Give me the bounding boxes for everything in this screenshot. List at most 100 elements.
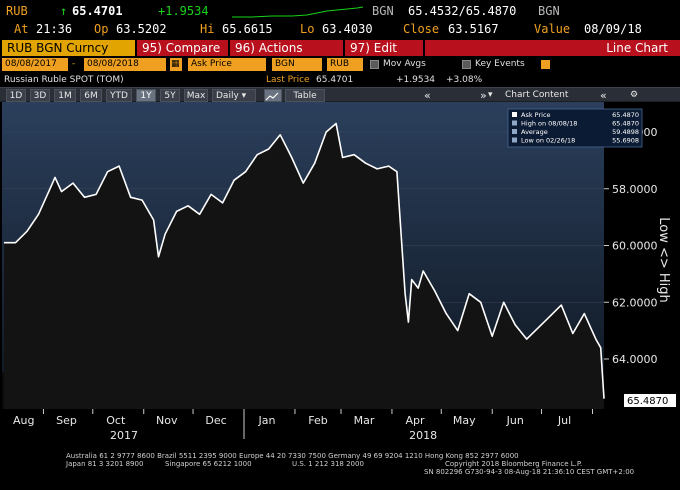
x-month-label: Aug	[13, 414, 34, 427]
calendar-icon[interactable]: ▦	[170, 58, 182, 71]
start-date-field[interactable]: 08/08/2017	[2, 58, 68, 71]
key-events-dropdown-icon[interactable]	[541, 60, 550, 69]
legend-label: Average	[521, 128, 548, 136]
x-month-label: Jan	[258, 414, 276, 427]
period-1y[interactable]: 1Y	[136, 89, 156, 102]
period-ytd[interactable]: YTD	[106, 89, 132, 102]
last-price-label: Last Price	[266, 75, 310, 85]
low-value: 63.4030	[322, 22, 373, 36]
legend-label: Low on 02/26/18	[521, 137, 575, 145]
actions-button[interactable]: 96) Actions	[230, 40, 343, 56]
change-sub: +1.9534	[396, 75, 436, 85]
open-label: Op	[94, 22, 109, 36]
x-month-label: Dec	[205, 414, 226, 427]
settings-row: 08/08/2017 - 08/08/2018 ▦ Ask Price BGN …	[0, 57, 680, 73]
high-value: 65.6615	[222, 22, 273, 36]
period-1m[interactable]: 1M	[54, 89, 76, 102]
x-month-label: Oct	[106, 414, 126, 427]
at-label: At	[14, 22, 29, 36]
security-field[interactable]: RUB BGN Curncy	[2, 40, 135, 56]
value-date: 08/09/18	[584, 22, 642, 36]
currency-select[interactable]: RUB	[327, 58, 363, 71]
settings-gear-icon[interactable]: ⚙	[630, 90, 639, 100]
security-subtitle: Russian Ruble SPOT (TOM) Last Price 65.4…	[0, 73, 680, 87]
footer-phones: Australia 61 2 9777 8600 Brazil 5511 239…	[66, 452, 519, 460]
end-date-field[interactable]: 08/08/2018	[84, 58, 166, 71]
price-line	[4, 122, 605, 399]
footer: Australia 61 2 9777 8600 Brazil 5511 239…	[0, 451, 680, 490]
y-tick-label: 62.0000	[612, 296, 658, 309]
field-select[interactable]: Ask Price	[188, 58, 266, 71]
footer-copyright: Copyright 2018 Bloomberg Finance L.P.	[445, 460, 583, 468]
x-month-label: May	[453, 414, 476, 427]
x-month-label: Apr	[405, 414, 425, 427]
legend-swatch	[512, 137, 517, 143]
legend-value: 65.4870	[612, 120, 639, 128]
open-value: 63.5202	[116, 22, 167, 36]
legend-value: 59.4898	[612, 128, 639, 136]
mov-avgs-label: Mov Avgs	[383, 59, 426, 69]
x-month-label: Jul	[557, 414, 571, 427]
line-chart-icon[interactable]	[264, 89, 282, 102]
legend-label: High on 08/08/18	[521, 120, 577, 128]
close-value: 63.5167	[448, 22, 499, 36]
footer-singapore: Singapore 65 6212 1000	[165, 460, 252, 468]
period-3d[interactable]: 3D	[30, 89, 50, 102]
quote-stats: At 21:36 Op 63.5202 Hi 65.6615 Lo 63.403…	[0, 21, 680, 38]
y-tick-label: 60.0000	[612, 240, 658, 253]
chart-toolbar: 1D 3D 1M 6M YTD 1Y 5Y Max Daily ▾ Table …	[0, 87, 680, 102]
source-select[interactable]: BGN	[272, 58, 322, 71]
at-time: 21:36	[36, 22, 73, 36]
chart-content-label[interactable]: Chart Content	[505, 90, 569, 100]
low-label: Lo	[300, 22, 315, 36]
low-high-axis-label: Low <> High	[656, 217, 671, 303]
x-month-label: Mar	[354, 414, 375, 427]
compare-button[interactable]: 95) Compare	[137, 40, 228, 56]
period-5y[interactable]: 5Y	[160, 89, 180, 102]
table-button[interactable]: Table	[285, 89, 325, 102]
last-value-box	[624, 394, 676, 407]
x-year-label: 2018	[409, 429, 437, 442]
bid-source: BGN	[372, 4, 394, 18]
period-1d[interactable]: 1D	[6, 89, 26, 102]
collapse-right-icon[interactable]: «	[600, 89, 607, 102]
x-month-label: Nov	[156, 414, 178, 427]
high-label: Hi	[200, 22, 215, 36]
security-name: Russian Ruble SPOT (TOM)	[4, 75, 124, 85]
period-6m[interactable]: 6M	[80, 89, 102, 102]
price-area	[4, 123, 604, 409]
expand-right-icon[interactable]: »	[480, 89, 487, 102]
footer-serial: SN 802296 G730-94-3 08-Aug-18 21:36:10 C…	[424, 468, 635, 476]
period-max[interactable]: Max	[184, 89, 208, 102]
x-month-label: Jun	[506, 414, 524, 427]
edit-button[interactable]: 97) Edit	[345, 40, 423, 56]
legend-swatch	[512, 120, 517, 126]
ask-source: BGN	[538, 4, 560, 18]
key-events-label: Key Events	[475, 59, 525, 69]
legend-swatch	[512, 112, 517, 117]
y-tick-label: 64.0000	[612, 353, 658, 366]
legend-value: 55.6908	[612, 137, 639, 145]
frequency-select[interactable]: Daily ▾	[212, 89, 256, 102]
legend-label: Ask Price	[521, 111, 551, 119]
y-tick-label: 58.0000	[612, 183, 658, 196]
dropdown-arrow-icon[interactable]: ▾	[488, 90, 493, 100]
value-label: Value	[534, 22, 571, 36]
x-axis-ticks: Aug Sep Oct Nov Dec Jan Feb Mar Apr May Jun Jul 2017…	[13, 409, 593, 442]
bid-ask: 65.4532/65.4870	[408, 4, 517, 18]
collapse-left-icon[interactable]: «	[424, 89, 431, 102]
legend-value: 65.4870	[612, 111, 639, 119]
net-change: +1.9534	[158, 4, 209, 18]
key-events-checkbox[interactable]	[462, 60, 471, 69]
chart-legend: Ask Price 65.4870 High on 08/08/18 65.4870 A…	[507, 108, 643, 148]
footer-us: U.S. 1 212 318 2000	[292, 460, 364, 468]
mov-avgs-checkbox[interactable]	[370, 60, 379, 69]
legend-swatch	[512, 129, 517, 134]
last-price-sub: 65.4701	[316, 75, 354, 85]
change-pct-sub: +3.08%	[446, 75, 483, 85]
x-year-label: 2017	[110, 429, 138, 442]
line-chart-view[interactable]: Line Chart	[425, 40, 680, 56]
close-label: Close	[403, 22, 440, 36]
